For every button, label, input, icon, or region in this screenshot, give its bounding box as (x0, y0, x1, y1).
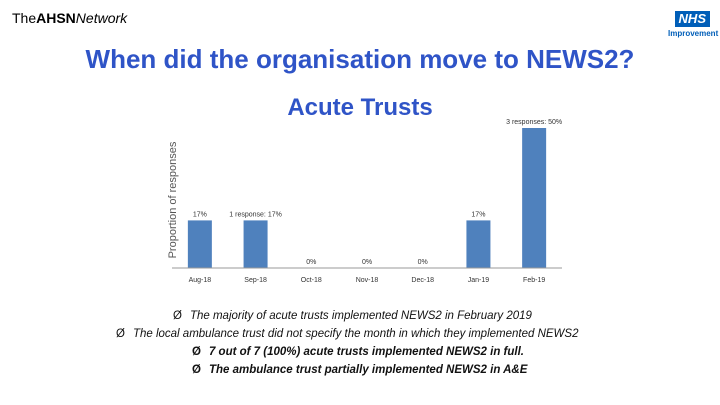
x-tick-label: Nov-18 (356, 277, 379, 284)
x-tick-label: Feb-19 (523, 277, 545, 284)
y-axis-label: Proportion of responses (167, 141, 179, 258)
chart-subtitle: Acute Trusts (287, 94, 433, 121)
data-label: 1 response: 17% (229, 211, 282, 218)
x-tick-label: Sep-18 (244, 277, 267, 284)
bullet-item: Ø The majority of acute trusts implemente… (173, 310, 532, 322)
logo-prefix: The (12, 10, 37, 26)
bars-layer (187, 128, 547, 268)
nhs-logo-box: NHS (674, 11, 710, 27)
data-label: 0% (418, 259, 428, 266)
bar-sep-18 (243, 220, 268, 268)
data-label: 0% (362, 259, 372, 266)
page-title: When did the organisation move to NEWS2? (85, 44, 635, 74)
nhs-improvement-logo: NHS Improvement (668, 10, 719, 38)
bar-feb-19 (522, 128, 547, 268)
nhs-logo-subtitle: Improvement (668, 29, 719, 38)
x-tick-label: Oct-18 (301, 277, 322, 284)
logo-italic: Network (75, 10, 128, 26)
arrow-bullet-icon: Ø (192, 364, 201, 376)
arrow-bullet-icon: Ø (116, 328, 125, 340)
logo-bold: AHSN (36, 10, 76, 26)
data-label: 3 responses: 50% (506, 119, 562, 126)
bar-chart: Aug-18 Sep-18 Oct-18 Nov-18 Dec-18 Jan-19 Feb-… (167, 119, 562, 284)
x-tick-label: Aug-18 (189, 277, 212, 284)
ahsn-network-logo: TheAHSNNetwork (12, 10, 127, 26)
bullet-item: Ø The ambulance trust partially implement… (192, 364, 527, 376)
bullet-text: The ambulance trust partially implemente… (208, 364, 528, 376)
data-labels-layer: 17% 1 response: 17% 0% 0% 0% 17% 3 responses: … (193, 119, 562, 266)
bullet-text: The majority of acute trusts implemented… (189, 310, 532, 322)
x-tick-label: Jan-19 (468, 277, 490, 284)
arrow-bullet-icon: Ø (173, 310, 182, 322)
bar-aug-18 (187, 220, 212, 268)
x-tick-label: Dec-18 (411, 277, 434, 284)
data-label: 17% (193, 211, 207, 218)
data-label: 0% (306, 259, 316, 266)
bar-jan-19 (466, 220, 491, 268)
data-label: 17% (471, 211, 485, 218)
bullet-text: 7 out of 7 (100%) acute trusts implement… (208, 346, 524, 358)
arrow-bullet-icon: Ø (192, 346, 201, 358)
bullet-item: Ø 7 out of 7 (100%) acute trusts implemen… (192, 346, 524, 358)
x-tick-labels: Aug-18 Sep-18 Oct-18 Nov-18 Dec-18 Jan-19 Feb-… (189, 277, 546, 284)
bullet-item: Ø The local ambulance trust did not speci… (116, 328, 578, 340)
bullet-text: The local ambulance trust did not specif… (132, 328, 579, 340)
